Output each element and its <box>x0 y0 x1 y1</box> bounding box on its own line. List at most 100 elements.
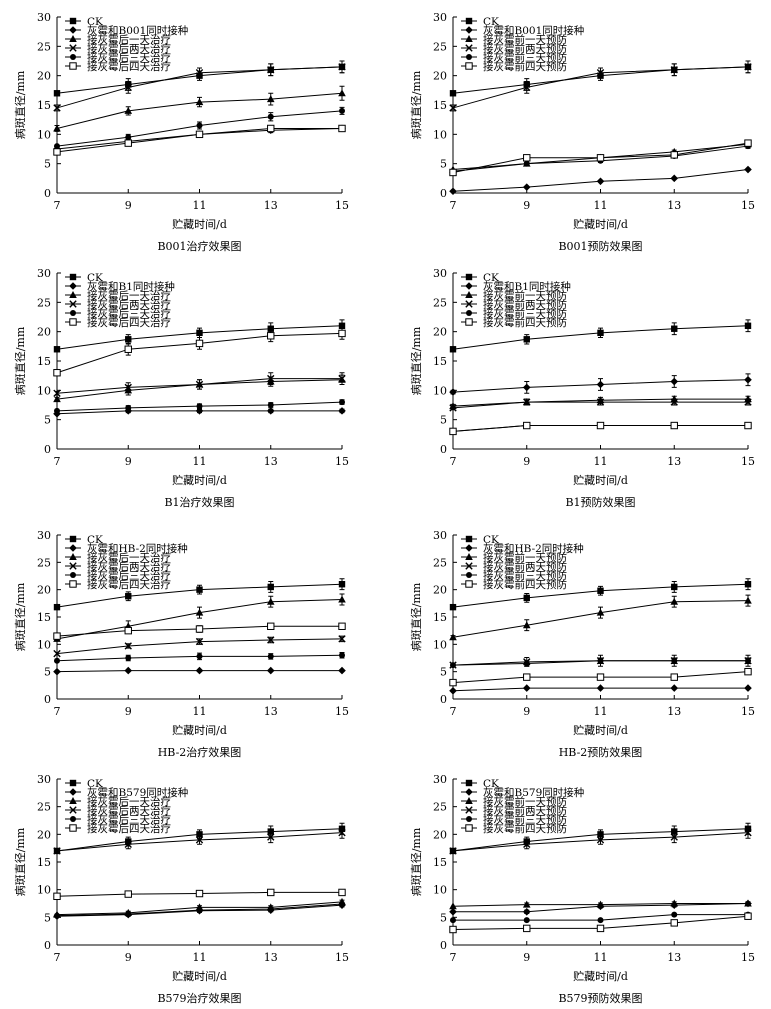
data-point <box>125 404 132 411</box>
y-tick-label: 30 <box>433 773 447 786</box>
y-tick-label: 10 <box>433 638 447 651</box>
legend-marker <box>70 310 76 316</box>
data-point <box>522 183 531 191</box>
y-tick-label: 15 <box>37 856 51 869</box>
data-point <box>267 66 275 74</box>
x-tick-label: 11 <box>193 455 207 468</box>
data-point <box>53 104 61 112</box>
legend-entry: CK <box>87 534 103 546</box>
y-axis-label: 病斑直径/mm <box>409 827 423 896</box>
data-point <box>671 657 678 664</box>
y-axis-label: 病斑直径/mm <box>13 582 27 651</box>
legend-entry: 接灰霉后两天治疗 <box>87 804 171 817</box>
legend-entry: 接灰霉后四天治疗 <box>87 316 171 329</box>
x-tick-label: 9 <box>523 951 530 964</box>
y-tick-label: 0 <box>440 187 447 200</box>
data-point <box>53 346 61 353</box>
data-point <box>523 83 531 92</box>
legend: CK灰霉和B579同时接种接灰霉后一天治疗接灰霉后两天治疗接灰霉后三天治疗接灰霉… <box>65 778 188 835</box>
legend-marker <box>69 273 77 281</box>
data-point <box>449 925 457 934</box>
series-2 <box>449 684 752 695</box>
legend-marker <box>69 44 77 52</box>
legend-marker <box>69 291 77 298</box>
chart-title: B1预防效果图 <box>565 495 635 509</box>
data-point <box>195 380 204 389</box>
x-tick-label: 13 <box>264 951 278 964</box>
y-tick-label: 20 <box>433 326 447 339</box>
legend-entry: 灰霉和B001同时接种 <box>87 24 188 37</box>
x-tick-label: 15 <box>741 199 755 212</box>
data-point <box>449 427 457 436</box>
data-point <box>54 407 60 414</box>
x-tick-label: 9 <box>125 705 132 718</box>
legend-marker <box>69 17 77 25</box>
x-tick-label: 9 <box>125 199 132 212</box>
legend: CK灰霉和B1同时接种接灰霉后一天治疗接灰霉后两天治疗接灰霉后三天治疗接灰霉后四… <box>65 272 175 329</box>
x-tick-label: 11 <box>594 455 608 468</box>
data-point <box>53 148 61 156</box>
y-tick-label: 25 <box>37 40 51 53</box>
x-axis-label: 贮藏时间/d <box>172 724 227 737</box>
legend-marker <box>465 806 473 814</box>
series-4 <box>449 60 752 112</box>
data-point <box>267 622 275 630</box>
data-point <box>53 649 61 658</box>
series-2 <box>53 666 346 676</box>
legend-entry: 接灰霉后两天治疗 <box>87 560 171 573</box>
x-tick-label: 15 <box>335 705 349 718</box>
y-tick-label: 15 <box>433 611 447 624</box>
y-tick-label: 30 <box>433 529 447 542</box>
data-point <box>449 168 457 177</box>
data-point <box>338 888 346 897</box>
legend-entry: 接灰霉后一天治疗 <box>87 795 171 808</box>
legend-marker <box>465 788 473 796</box>
legend-marker <box>69 562 77 570</box>
data-point <box>670 421 678 430</box>
legend-marker <box>69 26 77 34</box>
series-4 <box>53 826 346 855</box>
data-point <box>195 98 204 106</box>
data-point <box>267 332 275 340</box>
y-tick-label: 5 <box>44 414 51 427</box>
x-axis-label: 贮藏时间/d <box>172 474 227 487</box>
chart-title: HB-2治疗效果图 <box>158 745 242 759</box>
data-point <box>339 107 345 114</box>
legend-marker <box>70 816 76 822</box>
x-tick-label: 11 <box>193 951 207 964</box>
y-tick-label: 30 <box>433 267 447 280</box>
y-tick-label: 15 <box>433 856 447 869</box>
data-point <box>449 633 457 641</box>
data-point <box>338 322 346 329</box>
data-point <box>267 402 274 408</box>
data-point <box>744 165 752 174</box>
data-point <box>124 383 132 392</box>
x-axis-label: 贮藏时间/d <box>573 970 628 983</box>
data-point <box>53 395 61 403</box>
data-point <box>53 632 61 640</box>
x-tick-label: 7 <box>450 455 457 468</box>
x-tick-label: 15 <box>335 199 349 212</box>
y-tick-label: 20 <box>433 828 447 841</box>
legend-entry: 接灰霉前三天预防 <box>483 307 567 320</box>
data-point <box>744 375 752 384</box>
legend-marker <box>465 544 473 552</box>
legend-marker <box>466 54 472 60</box>
data-point <box>338 63 346 71</box>
y-tick-label: 25 <box>37 801 51 814</box>
legend-marker <box>69 282 77 290</box>
data-point <box>449 90 457 97</box>
data-point <box>596 154 605 162</box>
x-tick-label: 11 <box>594 705 608 718</box>
y-tick-label: 10 <box>433 384 447 397</box>
series-2 <box>449 165 752 196</box>
data-point <box>596 684 605 692</box>
data-point <box>670 151 678 159</box>
data-point <box>267 636 275 644</box>
series-6 <box>449 912 752 934</box>
x-tick-label: 7 <box>450 705 457 718</box>
data-point <box>450 662 456 669</box>
series-5 <box>450 911 751 924</box>
y-axis-label: 病斑直径/mm <box>13 326 27 395</box>
